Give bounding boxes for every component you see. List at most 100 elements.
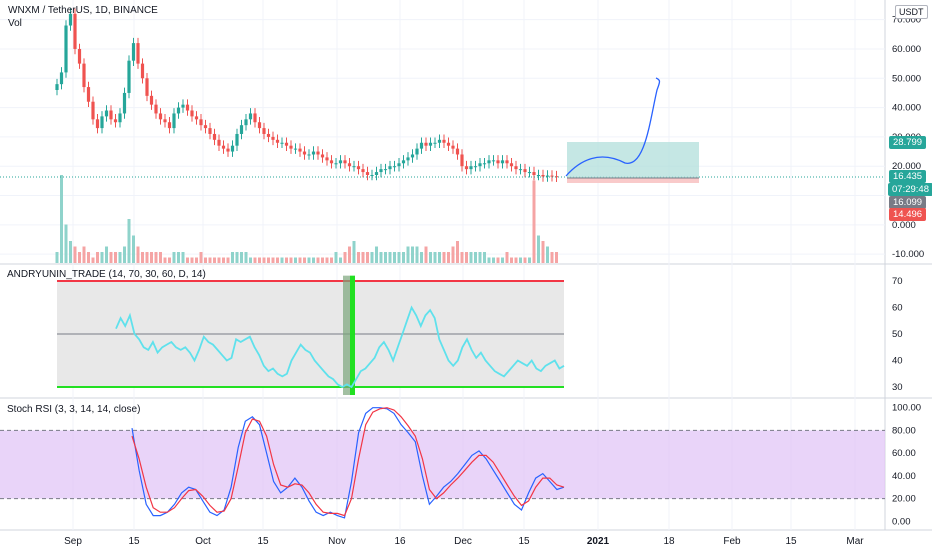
- volume-bar: [402, 252, 405, 263]
- volume-bar: [307, 257, 311, 263]
- candle-body: [374, 172, 379, 175]
- candle-body: [415, 148, 419, 155]
- indicator1-line: [115, 305, 565, 389]
- candle-body: [104, 110, 109, 117]
- candle-body: [149, 95, 154, 105]
- candle-body: [482, 163, 487, 165]
- volume-bar: [442, 252, 446, 263]
- candle-body: [239, 125, 244, 134]
- volume-bar: [240, 252, 243, 263]
- volume-bar: [298, 257, 302, 263]
- volume-bar: [339, 257, 342, 263]
- volume-bar: [397, 252, 401, 263]
- volume-bar: [231, 252, 234, 263]
- volume-bar: [483, 252, 486, 263]
- currency-label[interactable]: USDT: [895, 5, 928, 19]
- volume-bar: [357, 252, 360, 263]
- candle-body: [401, 160, 406, 164]
- time-axis-label: Sep: [64, 536, 82, 547]
- volume-bar: [505, 252, 509, 263]
- symbol-title[interactable]: WNXM / TetherUS, 1D, BINANCE: [8, 5, 158, 16]
- candle-body: [68, 13, 73, 26]
- candle-body: [356, 166, 361, 170]
- candle-body: [293, 148, 298, 150]
- candle-body: [176, 107, 181, 114]
- last-price-tag: 16.435: [889, 170, 927, 183]
- candle-body: [541, 175, 545, 177]
- candle-body: [406, 157, 410, 161]
- volume-bar: [312, 257, 315, 263]
- volume-bar: [303, 257, 306, 263]
- candle-body: [167, 122, 172, 129]
- time-axis-label: Feb: [723, 536, 741, 547]
- volume-bar: [280, 257, 284, 263]
- candle-body: [455, 148, 460, 155]
- candle-body: [212, 133, 217, 140]
- candle-body: [55, 84, 59, 90]
- volume-bar: [465, 252, 468, 263]
- volume-bar: [393, 252, 396, 263]
- candle-body: [496, 160, 500, 164]
- volume-bar: [190, 257, 194, 263]
- candle-body: [122, 92, 127, 114]
- indicator1-title[interactable]: ANDRYUNIN_TRADE (14, 70, 30, 60, D, 14): [7, 269, 206, 280]
- candle-body: [365, 172, 370, 175]
- stop-zone: [567, 178, 699, 183]
- candle-body: [518, 169, 523, 171]
- stop-price-tag: 14.496: [889, 208, 927, 221]
- volume-bar: [384, 252, 387, 263]
- candle-body: [311, 151, 316, 155]
- indicator2-title[interactable]: Stoch RSI (3, 3, 14, 14, close): [7, 404, 141, 415]
- indicator1-tick-label: 50: [892, 329, 903, 340]
- candle-body: [199, 119, 203, 126]
- volume-bar: [60, 175, 63, 263]
- candle-body: [388, 166, 392, 170]
- volume-bar: [208, 257, 212, 263]
- candle-body: [86, 87, 91, 102]
- candle-body: [370, 175, 374, 176]
- candle-body: [334, 163, 338, 165]
- candle-body: [338, 160, 343, 164]
- volume-bar: [55, 252, 59, 263]
- volume-bar: [492, 257, 495, 263]
- price-tick-label: 40.000: [892, 103, 921, 114]
- volume-bar: [114, 252, 117, 263]
- volume-bar: [145, 252, 149, 263]
- candle-body: [82, 63, 86, 88]
- price-tick-label: 70.000: [892, 15, 921, 26]
- time-axis-label: 16: [394, 536, 406, 547]
- candle-body: [473, 166, 478, 168]
- volume-bar: [289, 257, 293, 263]
- candle-body: [284, 142, 289, 146]
- volume-bar: [271, 257, 275, 263]
- candle-body: [131, 43, 136, 61]
- candle-body: [437, 139, 442, 143]
- volume-bar: [199, 252, 203, 263]
- candle-body: [545, 175, 550, 177]
- volume-bar: [163, 257, 167, 263]
- volume-bar: [204, 257, 207, 263]
- stoch-k-line: [131, 407, 565, 519]
- indicator1-tick-label: 30: [892, 382, 903, 393]
- volume-bar: [73, 246, 77, 263]
- volume-bar: [514, 257, 518, 263]
- candle-body: [217, 139, 221, 146]
- volume-bar: [105, 246, 108, 263]
- volume-bar: [276, 257, 279, 263]
- volume-bar: [141, 252, 144, 263]
- volume-bar: [348, 246, 351, 263]
- candle-body: [352, 166, 356, 168]
- candle-body: [221, 145, 226, 149]
- volume-bar: [379, 252, 383, 263]
- candle-body: [248, 113, 253, 120]
- volume-bar: [438, 252, 441, 263]
- volume-bar: [87, 252, 90, 263]
- time-axis-label: 18: [663, 536, 675, 547]
- candle-body: [185, 104, 190, 111]
- volume-bar: [510, 257, 513, 263]
- candle-body: [235, 133, 239, 146]
- volume-bar: [406, 246, 410, 263]
- volume-bar: [537, 235, 540, 263]
- volume-bar: [132, 235, 135, 263]
